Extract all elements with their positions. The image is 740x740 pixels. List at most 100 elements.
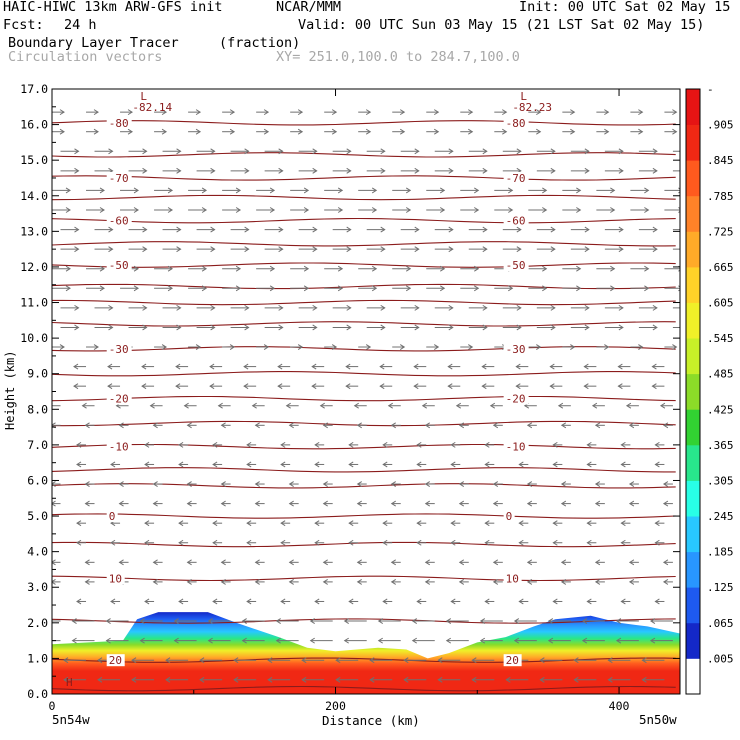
colorbar-swatch <box>686 444 700 481</box>
vector-arrowhead <box>550 324 556 331</box>
vector-arrowhead <box>76 520 82 527</box>
vector-arrowhead <box>610 207 616 213</box>
vector-arrowhead <box>439 187 446 194</box>
vector-arrowhead <box>314 539 320 546</box>
vector-arrowhead <box>513 618 520 624</box>
vector-arrowhead <box>301 657 307 664</box>
vector-arrowhead <box>176 167 182 174</box>
y-axis-label: Height (km) <box>3 351 17 430</box>
field-units: (fraction) <box>219 35 301 51</box>
vector-arrowhead <box>97 657 103 664</box>
vector-arrowhead <box>343 618 349 624</box>
vector-arrowhead <box>76 461 82 468</box>
vector-arrowhead <box>539 676 545 683</box>
vector-arrowhead <box>52 578 56 585</box>
vector-arrowhead <box>583 363 589 370</box>
vector-arrowhead <box>133 285 139 292</box>
y-tick-label: 10.0 <box>20 331 48 345</box>
vector-arrowhead <box>199 676 205 683</box>
vector-arrowhead <box>201 285 208 292</box>
vector-arrowhead <box>40 384 44 389</box>
vector-arrowhead <box>263 128 270 135</box>
vector-arrowhead <box>416 539 422 546</box>
vector-arrowhead <box>416 461 422 468</box>
vector-arrowhead <box>280 520 286 527</box>
contour-label: 0 <box>506 510 513 523</box>
vector-arrowhead <box>149 402 155 409</box>
vector-arrowhead <box>570 128 576 135</box>
vector-arrowhead <box>280 598 286 605</box>
vector-arrowhead <box>654 441 660 448</box>
vector-arrowhead <box>99 285 105 292</box>
vector-arrowhead <box>424 500 431 507</box>
colorbar-swatch <box>686 409 700 446</box>
vector-arrowhead <box>301 676 307 683</box>
vector-arrowhead <box>450 441 456 448</box>
contour-label-bg <box>106 342 132 355</box>
vector-arrowhead <box>348 539 354 546</box>
vector-arrowhead <box>380 226 386 233</box>
vector-arrowhead <box>212 461 218 468</box>
vector-arrowhead <box>584 167 590 174</box>
vector-arrowhead <box>161 109 168 116</box>
colorbar-label: .665 <box>707 261 734 274</box>
vector-arrowhead <box>586 441 592 448</box>
vector-arrowhead <box>628 422 635 429</box>
contour-label: -80 <box>109 117 129 130</box>
temperature-contour <box>52 657 676 663</box>
y-tick-label: 3.0 <box>27 580 48 594</box>
vector-arrowhead <box>594 422 601 429</box>
cross-section-endpoints: XY= 251.0,100.0 to 284.7,100.0 <box>276 49 520 65</box>
vector-arrowhead <box>515 363 521 370</box>
vector-arrowhead <box>346 148 352 155</box>
vector-arrowhead <box>186 481 192 487</box>
vector-arrowhead <box>353 402 359 409</box>
temperature-contours <box>52 120 676 692</box>
vector-arrowhead <box>65 265 71 272</box>
vector-arrowhead <box>651 383 657 390</box>
vector-arrowhead <box>356 578 362 585</box>
vector-arrowhead <box>319 402 325 409</box>
vector-arrowhead <box>638 109 644 116</box>
contour-label: -50 <box>506 259 526 272</box>
vector-arrowhead <box>628 500 635 507</box>
vector-arrowhead <box>604 128 610 135</box>
vector-arrowhead <box>348 461 354 468</box>
vector-arrowhead <box>576 187 582 194</box>
vector-arrowhead <box>173 618 179 624</box>
vector-label: Circulation vectors <box>8 49 163 65</box>
contour-label: -70 <box>109 172 129 185</box>
vector-arrowhead <box>107 363 113 370</box>
vector-arrowhead <box>652 324 658 331</box>
vector-arrowhead <box>52 481 56 487</box>
vector-arrowhead <box>199 657 205 664</box>
vector-arrowhead <box>142 304 148 311</box>
vector-arrowhead <box>405 285 412 292</box>
vector-arrowhead <box>403 657 409 664</box>
vector-arrowhead <box>144 598 150 605</box>
contour-label-bg <box>503 440 529 453</box>
vector-arrowhead <box>484 441 490 448</box>
vector-arrowhead <box>165 657 171 664</box>
vector-arrowhead <box>233 676 239 683</box>
vector-arrowhead <box>414 304 420 311</box>
vector-arrowhead <box>220 559 226 566</box>
vector-arrowhead <box>348 520 354 527</box>
vector-arrowhead <box>108 246 114 253</box>
vector-arrowhead <box>552 441 558 448</box>
vector-arrowhead <box>335 657 341 664</box>
temperature-contour <box>52 685 676 692</box>
vector-arrowhead <box>617 363 623 370</box>
vector-arrowhead <box>547 618 554 624</box>
vector-arrowhead <box>267 657 273 664</box>
vector-arrowhead <box>550 167 556 174</box>
vector-arrowhead <box>445 618 452 624</box>
colorbar-label: .065 <box>707 617 734 630</box>
vector-arrowhead <box>241 637 247 644</box>
vector-arrowhead <box>39 638 43 643</box>
vector-arrowhead <box>484 598 490 605</box>
vector-arrowhead <box>207 618 213 624</box>
vector-arrowhead <box>210 148 216 155</box>
vector-arrowhead <box>576 265 582 272</box>
contour-label: -30 <box>109 343 129 356</box>
